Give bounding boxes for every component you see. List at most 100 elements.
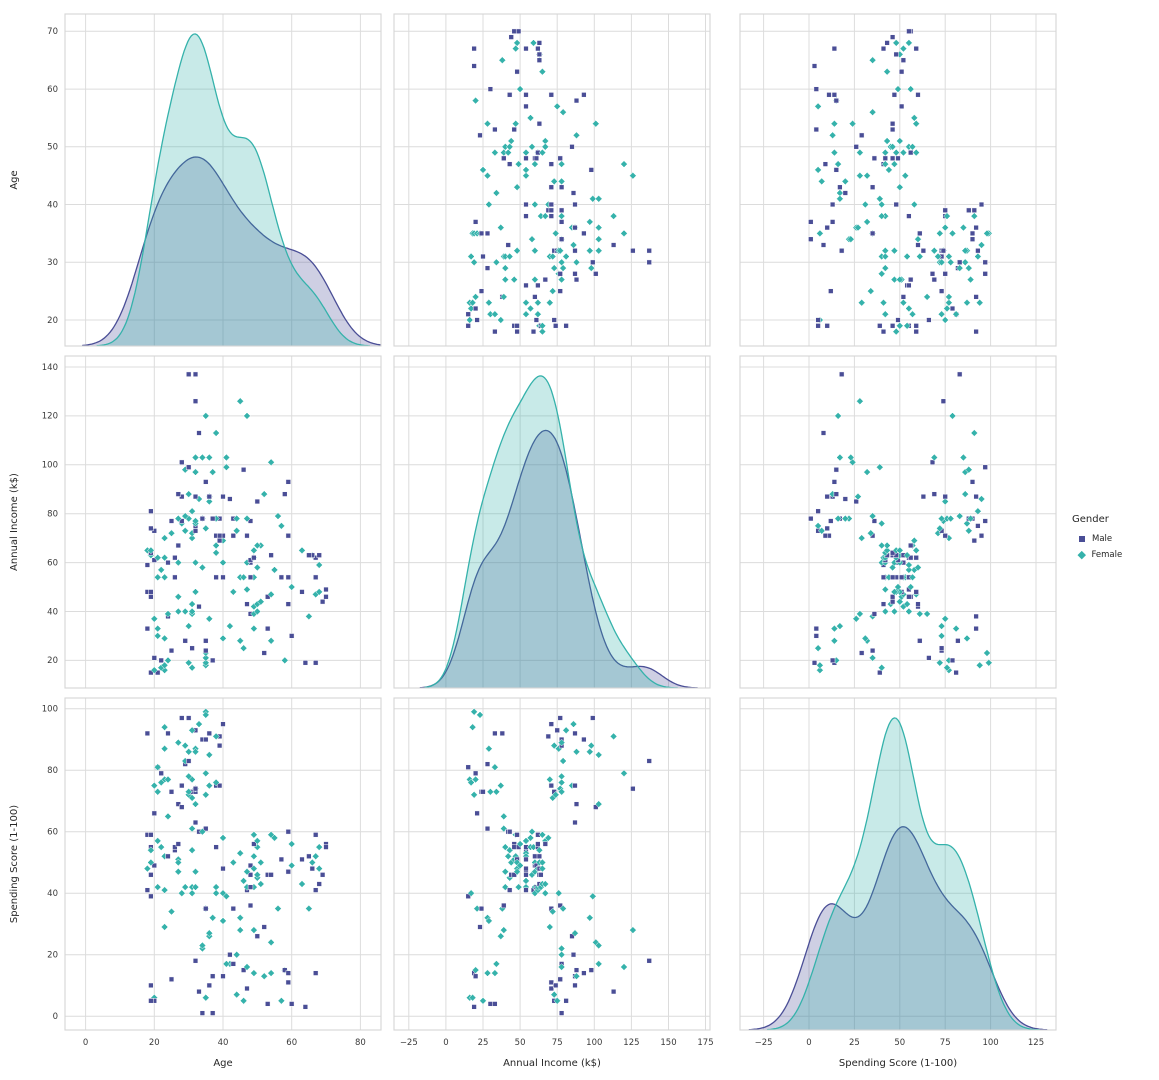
scatter-point-male [533, 317, 540, 323]
scatter-point-female [937, 514, 946, 523]
scatter-point-male [820, 430, 827, 436]
scatter-point-female [274, 904, 282, 913]
scatter-point-female [174, 514, 183, 523]
scatter-point-male [175, 542, 181, 549]
scatter-point-female [868, 56, 877, 64]
scatter-point-female [315, 561, 323, 569]
scatter-point-female [836, 195, 844, 203]
scatter-point-female [930, 246, 939, 255]
scatter-point-male [811, 63, 818, 69]
scatter-point-male [877, 323, 883, 329]
scatter-point-female [896, 546, 904, 555]
scatter-point-female [198, 941, 207, 950]
scatter-point-male [206, 982, 212, 989]
scatter-point-female [232, 527, 241, 535]
scatter-point-female [526, 834, 535, 842]
scatter-point-male [536, 51, 543, 58]
scatter-point-male [824, 493, 830, 500]
scatter-point-female [883, 541, 891, 550]
scatter-point-female [569, 241, 578, 249]
scatter-point-male [545, 733, 551, 740]
scatter-point-female [181, 741, 189, 750]
scatter-point-female [147, 858, 155, 867]
scatter-point-male [831, 92, 838, 98]
scatter-point-female [868, 108, 877, 116]
scatter-point-male [186, 464, 192, 470]
scatter-point-female [253, 563, 262, 572]
scatter-point-male [548, 721, 554, 727]
scatter-point-female [908, 573, 917, 582]
x-tick-label: 0 [83, 1038, 88, 1048]
panel-age-income [393, 13, 711, 347]
scatter-point-female [153, 553, 162, 562]
scatter-point-female [814, 102, 822, 111]
scatter-point-female [243, 585, 251, 594]
scatter-point-female [260, 490, 268, 498]
scatter-point-male [842, 190, 848, 196]
scatter-point-female [816, 229, 824, 238]
scatter-point-female [157, 566, 165, 574]
scatter-point-male [474, 810, 480, 816]
scatter-point-female [861, 634, 870, 643]
scatter-point-female [491, 148, 499, 157]
scatter-point-female [538, 864, 547, 873]
scatter-point-female [945, 293, 953, 301]
scatter-point-female [485, 917, 493, 925]
scatter-point-male [889, 323, 896, 329]
y-tick-label: 60 [47, 828, 58, 838]
scatter-point-female [589, 892, 597, 901]
scatter-point-female [257, 880, 265, 888]
scatter-point-female [848, 119, 857, 128]
panel-score-age [64, 697, 382, 1031]
scatter-point-female [526, 304, 535, 313]
scatter-point-male [471, 45, 477, 52]
scatter-point-male [172, 844, 178, 850]
scatter-point-male [302, 660, 309, 666]
scatter-point-male [824, 224, 830, 231]
scatter-point-female [557, 778, 566, 787]
y-axis-label: Age [9, 170, 20, 189]
scatter-point-female [535, 846, 544, 854]
scatter-point-male [480, 789, 486, 795]
scatter-point-female [511, 44, 520, 53]
x-tick-label: 60 [286, 1038, 297, 1048]
kde-fill-male [748, 826, 1048, 1030]
scatter-point-female [167, 907, 176, 916]
scatter-point-female [910, 536, 919, 545]
scatter-point-male [906, 282, 912, 289]
scatter-point-male [548, 92, 554, 98]
scatter-point-female [557, 738, 566, 747]
scatter-point-female [899, 44, 908, 53]
scatter-point-male [206, 493, 212, 500]
scatter-point-female [959, 223, 968, 232]
scatter-point-female [550, 741, 558, 750]
scatter-point-female [903, 322, 911, 330]
scatter-point-female [538, 327, 547, 336]
scatter-point-male [570, 190, 577, 196]
scatter-point-female [147, 846, 155, 854]
scatter-point-female [257, 597, 265, 606]
scatter-point-female [174, 867, 183, 876]
scatter-point-male [240, 467, 247, 473]
scatter-point-male [533, 155, 540, 161]
scatter-point-female [629, 926, 637, 934]
scatter-point-female [587, 264, 596, 272]
scatter-point-male [966, 207, 972, 213]
scatter-point-female [188, 607, 196, 616]
scatter-point-male [515, 28, 522, 34]
scatter-point-male [971, 207, 977, 213]
legend: Gender Male Female [1072, 514, 1122, 566]
scatter-point-male [192, 398, 199, 404]
scatter-point-male [251, 555, 257, 561]
scatter-point-male [913, 328, 919, 335]
scatter-point-female [500, 926, 508, 934]
scatter-point-male [472, 219, 479, 225]
scatter-point-male [268, 552, 274, 558]
scatter-point-female [877, 519, 886, 528]
scatter-point-male [472, 973, 479, 979]
scatter-point-male [168, 976, 175, 982]
scatter-point-female [899, 298, 908, 307]
panel-border [393, 13, 711, 347]
scatter-point-female [253, 541, 262, 550]
